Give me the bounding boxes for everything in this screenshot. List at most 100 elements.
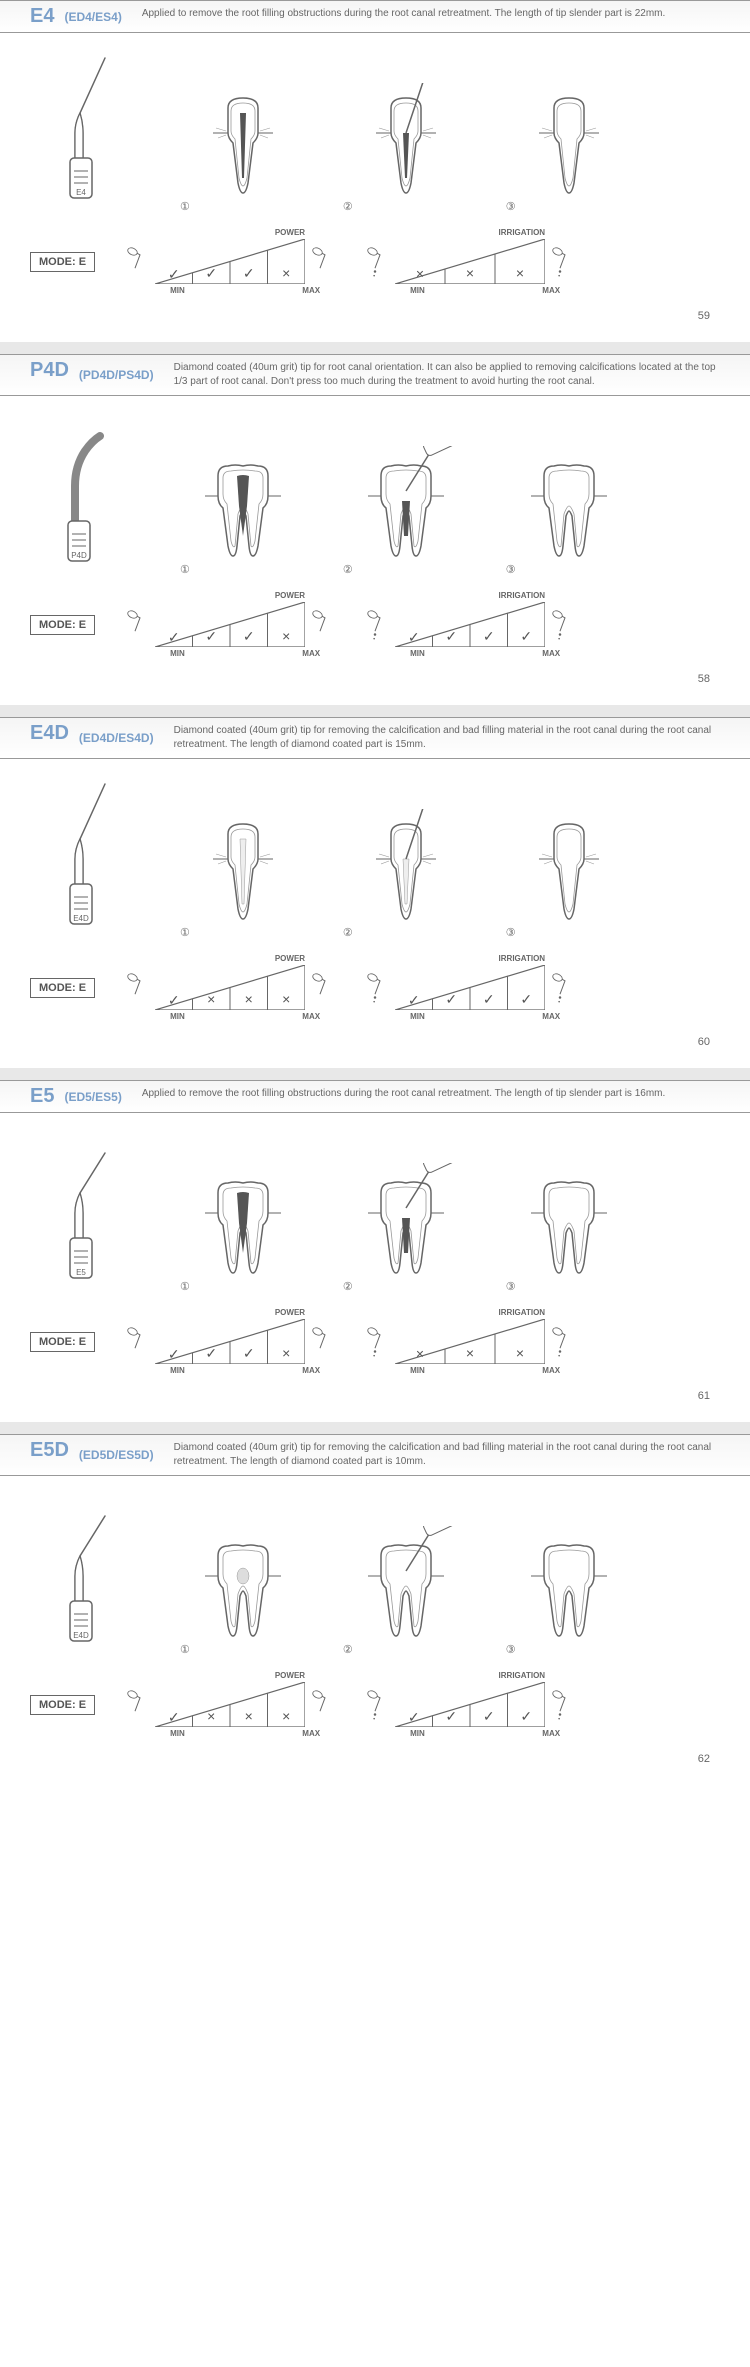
step-3: ③ xyxy=(506,1163,619,1293)
svg-text:✓: ✓ xyxy=(445,1708,457,1724)
handpiece-icon xyxy=(125,244,150,279)
handpiece-icon xyxy=(550,244,575,279)
svg-text:×: × xyxy=(466,1345,474,1361)
step-group: ① ② ③ xyxy=(180,83,720,213)
power-chart: POWER ✓××× MIN MAX xyxy=(125,954,335,1021)
svg-text:✓: ✓ xyxy=(243,1345,255,1361)
step-group: ① ② ③ xyxy=(180,809,720,939)
level-chart: ✓××× xyxy=(155,965,305,1010)
svg-text:×: × xyxy=(282,1708,290,1724)
tip-illustration: E4 xyxy=(30,53,140,213)
handpiece-icon xyxy=(365,607,390,642)
min-label: MIN xyxy=(410,1729,425,1738)
step-1: ① xyxy=(180,83,293,213)
tip-section: E4 (ED4/ES4) Applied to remove the root … xyxy=(0,0,750,332)
step-group: ① ② ③ xyxy=(180,1526,720,1656)
mode-label: MODE: E xyxy=(30,1695,95,1715)
min-label: MIN xyxy=(170,286,185,295)
irrigation-chart: IRRIGATION ✓✓✓✓ MIN MAX xyxy=(365,591,575,658)
tooth-step-illustration xyxy=(356,809,456,939)
mode-row: MODE: E POWER ✓✓✓× MIN MAX xyxy=(0,223,750,310)
section-divider xyxy=(0,1068,750,1080)
section-header: E4D (ED4D/ES4D) Diamond coated (40um gri… xyxy=(0,717,750,759)
svg-text:×: × xyxy=(282,628,290,644)
step-3: ③ xyxy=(506,1526,619,1656)
tooth-step-illustration xyxy=(193,1526,293,1656)
handpiece-icon xyxy=(310,244,335,279)
tooth-step-illustration xyxy=(193,1163,293,1293)
svg-text:✓: ✓ xyxy=(408,1709,420,1725)
power-label: POWER xyxy=(275,1671,305,1680)
step-group: ① ② ③ xyxy=(180,446,720,576)
description-text: Diamond coated (40um grit) tip for root … xyxy=(174,359,750,391)
tooth-step-illustration xyxy=(193,446,293,576)
svg-text:✓: ✓ xyxy=(445,628,457,644)
level-chart: ××× xyxy=(395,1319,545,1364)
handpiece-icon xyxy=(310,970,335,1005)
description-text: Diamond coated (40um grit) tip for remov… xyxy=(174,1439,750,1471)
svg-text:✓: ✓ xyxy=(168,629,180,645)
model-label: E5D xyxy=(0,1439,79,1462)
tooth-step-illustration xyxy=(356,1526,456,1656)
description-text: Diamond coated (40um grit) tip for remov… xyxy=(174,722,750,754)
max-label: MAX xyxy=(302,649,320,658)
step-number: ① xyxy=(180,563,190,576)
model-label: E4D xyxy=(0,722,79,745)
min-label: MIN xyxy=(410,286,425,295)
svg-text:✓: ✓ xyxy=(243,628,255,644)
model-label: E4 xyxy=(0,5,64,28)
svg-text:×: × xyxy=(416,1345,424,1361)
power-label: POWER xyxy=(275,228,305,237)
level-chart: ✓✓✓✓ xyxy=(395,1682,545,1727)
handpiece-icon xyxy=(365,244,390,279)
tooth-step-illustration xyxy=(519,83,619,213)
power-chart: POWER ✓××× MIN MAX xyxy=(125,1671,335,1738)
tooth-step-illustration xyxy=(193,809,293,939)
step-number: ① xyxy=(180,926,190,939)
irrigation-chart: IRRIGATION ××× MIN MAX xyxy=(365,1308,575,1375)
description-text: Applied to remove the root filling obstr… xyxy=(142,5,750,23)
handpiece-icon xyxy=(310,607,335,642)
svg-text:E4: E4 xyxy=(76,188,86,197)
step-number: ① xyxy=(180,200,190,213)
step-number: ① xyxy=(180,1280,190,1293)
tooth-step-illustration xyxy=(519,1526,619,1656)
power-label: POWER xyxy=(275,591,305,600)
illustration-row: E4D ① ② ③ xyxy=(0,1476,750,1666)
svg-text:×: × xyxy=(416,265,424,281)
handpiece-icon xyxy=(550,1324,575,1359)
svg-text:✓: ✓ xyxy=(445,991,457,1007)
step-number: ② xyxy=(343,1280,353,1293)
min-label: MIN xyxy=(170,1366,185,1375)
tip-section: P4D (PD4D/PS4D) Diamond coated (40um gri… xyxy=(0,354,750,695)
svg-text:×: × xyxy=(282,991,290,1007)
mode-label: MODE: E xyxy=(30,615,95,635)
svg-text:×: × xyxy=(516,265,524,281)
page-number: 58 xyxy=(0,673,750,695)
tooth-step-illustration xyxy=(519,809,619,939)
max-label: MAX xyxy=(302,1012,320,1021)
svg-text:×: × xyxy=(466,265,474,281)
max-label: MAX xyxy=(302,1366,320,1375)
step-2: ② xyxy=(343,1526,456,1656)
model-sublabel: (ED4/ES4) xyxy=(64,10,141,24)
step-number: ③ xyxy=(506,563,516,576)
svg-text:×: × xyxy=(282,1345,290,1361)
illustration-row: P4D ① ② ③ xyxy=(0,396,750,586)
step-2: ② xyxy=(343,446,456,576)
level-chart: ✓✓✓× xyxy=(155,602,305,647)
tooth-step-illustration xyxy=(356,1163,456,1293)
description-text: Applied to remove the root filling obstr… xyxy=(142,1085,750,1103)
handpiece-icon xyxy=(365,970,390,1005)
page-number: 62 xyxy=(0,1753,750,1775)
step-3: ③ xyxy=(506,809,619,939)
irrigation-chart: IRRIGATION ✓✓✓✓ MIN MAX xyxy=(365,1671,575,1738)
svg-text:×: × xyxy=(245,991,253,1007)
mode-label: MODE: E xyxy=(30,1332,95,1352)
irrigation-chart: IRRIGATION ××× MIN MAX xyxy=(365,228,575,295)
step-1: ① xyxy=(180,446,293,576)
illustration-row: E5 ① ② ③ xyxy=(0,1113,750,1303)
tip-section: E5 (ED5/ES5) Applied to remove the root … xyxy=(0,1080,750,1412)
page-number: 61 xyxy=(0,1390,750,1412)
illustration-row: E4 ① ② ③ xyxy=(0,33,750,223)
